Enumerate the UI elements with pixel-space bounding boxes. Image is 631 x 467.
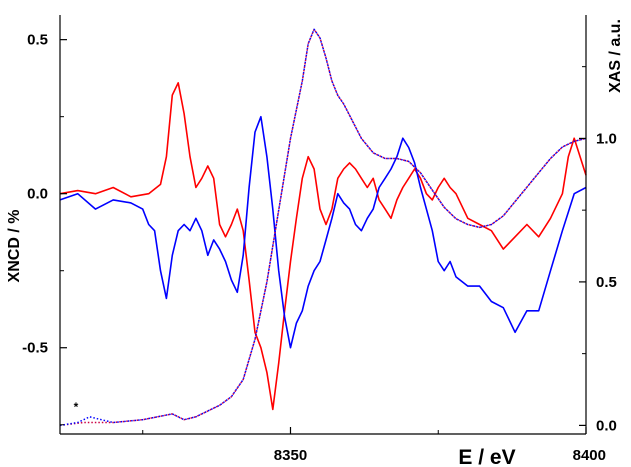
axes-layer <box>59 15 587 435</box>
x-axis-title: E / eV <box>458 446 515 467</box>
series-line-3 <box>59 28 587 427</box>
series-layer <box>59 28 587 427</box>
tick-layer: 0.5 0.0 -0.5 1.0 0.5 0.0 8350 8400 <box>22 32 617 464</box>
series-line-1 <box>59 82 587 411</box>
right-tick-label: 0.5 <box>596 274 617 291</box>
right-axis-title: XAS / a.u. <box>607 19 624 93</box>
left-tick-label: 0.5 <box>27 32 48 49</box>
x-tick-label: 8400 <box>573 447 606 464</box>
left-axis-title: XNCD / % <box>6 210 23 283</box>
asterisk-annotation: * <box>74 400 79 414</box>
series-line-2 <box>59 115 587 349</box>
left-tick-label: -0.5 <box>22 340 48 357</box>
right-tick-label: 1.0 <box>596 130 617 147</box>
x-tick-label: 8350 <box>274 447 307 464</box>
series-line-4 <box>59 28 587 427</box>
right-tick-label: 0.0 <box>596 417 617 434</box>
left-tick-label: 0.0 <box>27 186 48 203</box>
